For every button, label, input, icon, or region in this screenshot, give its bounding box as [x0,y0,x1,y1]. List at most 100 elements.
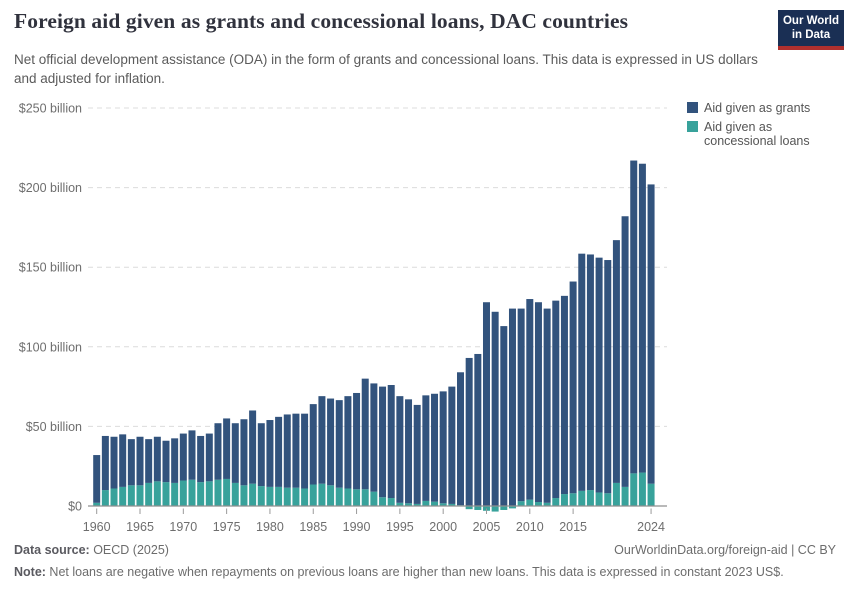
bar-grants-2009[interactable] [517,308,525,502]
bar-loans-1986[interactable] [318,483,326,507]
bar-loans-2000[interactable] [439,503,447,507]
bar-loans-2011[interactable] [534,502,542,506]
bar-loans-1985[interactable] [309,484,317,506]
bar-grants-1991[interactable] [361,378,369,490]
bar-loans-1979[interactable] [257,486,265,506]
bar-loans-2022[interactable] [630,473,638,507]
bar-loans-2006[interactable] [491,506,499,512]
bar-loans-1982[interactable] [283,487,291,507]
bar-loans-1992[interactable] [370,491,378,507]
bar-grants-1988[interactable] [335,400,343,488]
bar-grants-1967[interactable] [153,436,161,482]
bar-loans-1967[interactable] [153,481,161,507]
bar-grants-2018[interactable] [595,257,603,493]
bar-grants-2023[interactable] [638,163,646,473]
bar-loans-1968[interactable] [162,482,170,506]
bar-grants-1980[interactable] [266,420,274,487]
bar-grants-1985[interactable] [309,404,317,485]
bar-loans-1996[interactable] [405,503,413,507]
bar-loans-1971[interactable] [188,479,196,507]
bar-loans-2010[interactable] [526,499,534,507]
bar-grants-1994[interactable] [387,385,395,499]
bar-grants-1986[interactable] [318,396,326,484]
bar-grants-2013[interactable] [552,300,560,499]
bar-loans-2014[interactable] [560,494,568,506]
bar-grants-2007[interactable] [500,326,508,507]
bar-loans-1983[interactable] [292,487,300,507]
bar-loans-2009[interactable] [517,501,525,507]
bar-grants-1993[interactable] [379,386,387,498]
bar-loans-1991[interactable] [361,489,369,507]
bar-loans-1960[interactable] [93,502,101,506]
bar-loans-1989[interactable] [344,488,352,506]
bar-grants-1982[interactable] [283,414,291,488]
bar-loans-2004[interactable] [474,506,482,510]
bar-loans-2012[interactable] [543,502,551,506]
bar-loans-1962[interactable] [110,488,118,506]
bar-grants-1983[interactable] [292,413,300,488]
bar-loans-1988[interactable] [335,487,343,507]
bar-loans-2021[interactable] [621,486,629,506]
bar-grants-2024[interactable] [647,184,655,484]
bar-grants-1977[interactable] [240,419,248,486]
bar-loans-2017[interactable] [586,490,594,506]
bar-loans-1961[interactable] [101,490,109,506]
bar-loans-2024[interactable] [647,483,655,507]
bar-grants-2022[interactable] [630,160,638,474]
bar-grants-2019[interactable] [604,260,612,494]
bar-loans-1974[interactable] [214,479,222,507]
bar-grants-1968[interactable] [162,440,170,483]
bar-grants-2011[interactable] [534,302,542,503]
bar-loans-2008[interactable] [508,506,516,509]
owid-logo[interactable]: Our World in Data [778,10,844,50]
bar-grants-1969[interactable] [171,438,179,483]
bar-grants-2014[interactable] [560,295,568,495]
bar-loans-2019[interactable] [604,493,612,507]
bar-grants-2002[interactable] [457,372,464,506]
bar-grants-1962[interactable] [110,436,118,489]
bar-grants-2006[interactable] [491,311,499,506]
bar-grants-1975[interactable] [223,418,231,479]
bar-loans-1964[interactable] [127,485,135,507]
bar-grants-1989[interactable] [344,396,352,489]
bar-grants-2005[interactable] [482,302,490,507]
bar-grants-1964[interactable] [127,439,135,486]
bar-loans-1965[interactable] [136,485,144,507]
bar-loans-1998[interactable] [422,500,430,506]
bar-loans-1984[interactable] [301,488,309,506]
bar-loans-1994[interactable] [387,498,395,506]
bar-loans-2013[interactable] [552,498,560,506]
bar-loans-2016[interactable] [578,490,586,506]
legend-item-loans[interactable]: Aid given as concessional loans [687,120,842,148]
bar-grants-2001[interactable] [448,386,456,504]
bar-grants-1971[interactable] [188,430,196,480]
bar-loans-1980[interactable] [266,486,274,506]
bar-loans-1973[interactable] [205,481,213,507]
bar-grants-1992[interactable] [370,383,378,492]
bar-grants-2015[interactable] [569,281,577,494]
bar-loans-2003[interactable] [465,506,473,510]
bar-grants-1990[interactable] [353,392,361,490]
bar-loans-1963[interactable] [119,486,127,506]
bar-loans-2005[interactable] [482,506,490,511]
bar-loans-2023[interactable] [638,472,646,506]
bar-loans-1997[interactable] [413,503,421,507]
bar-grants-1966[interactable] [145,439,153,483]
bar-grants-2020[interactable] [612,240,620,483]
bar-grants-1997[interactable] [413,404,421,504]
legend-item-grants[interactable]: Aid given as grants [687,101,842,115]
bar-grants-1974[interactable] [214,423,222,480]
bar-loans-2018[interactable] [595,492,603,506]
bar-grants-2008[interactable] [508,308,516,507]
bar-loans-1977[interactable] [240,485,248,507]
bar-loans-1966[interactable] [145,482,153,506]
bar-grants-2000[interactable] [439,391,447,504]
bar-loans-2020[interactable] [612,482,620,506]
bar-loans-1993[interactable] [379,497,387,507]
bar-loans-1990[interactable] [353,489,361,507]
bar-grants-1979[interactable] [257,423,265,487]
bar-grants-1960[interactable] [93,455,101,503]
bar-loans-2007[interactable] [500,506,508,510]
bar-grants-1996[interactable] [405,399,413,504]
bar-grants-1963[interactable] [119,434,127,487]
